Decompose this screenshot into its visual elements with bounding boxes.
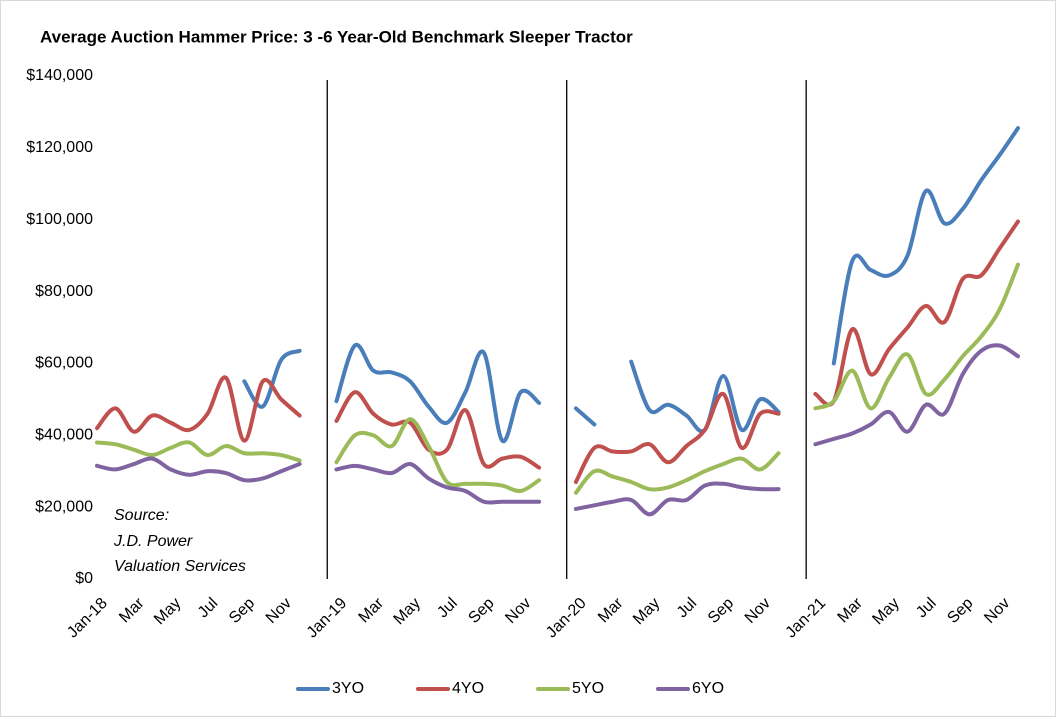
legend-label: 5YO: [572, 680, 604, 697]
series-line: [573, 481, 781, 517]
series-line: [573, 451, 781, 495]
series-line: [573, 406, 597, 427]
y-tick-label: $60,000: [35, 355, 93, 372]
y-tick-label: $40,000: [35, 427, 93, 444]
y-tick-label: $0: [75, 570, 93, 587]
series-line: [573, 391, 781, 484]
chart-title: Average Auction Hammer Price: 3 -6 Year-…: [40, 27, 633, 46]
series-line: [334, 342, 542, 443]
series-line: [831, 126, 1020, 366]
series-line: [813, 219, 1020, 407]
annotation: Source:: [114, 507, 169, 524]
y-tick-label: $20,000: [35, 498, 93, 515]
annotation: Valuation Services: [114, 558, 246, 575]
series-line: [95, 375, 302, 443]
series-line: [95, 440, 302, 463]
series-line: [334, 417, 542, 494]
y-tick-label: $120,000: [26, 139, 93, 156]
legend-label: 6YO: [692, 680, 724, 697]
series-line: [813, 262, 1020, 411]
series-line: [334, 390, 542, 470]
series-line: [334, 462, 542, 505]
legend-label: 3YO: [332, 680, 364, 697]
series-line: [813, 343, 1020, 447]
series-line: [95, 456, 302, 483]
y-tick-label: $80,000: [35, 283, 93, 300]
annotation: J.D. Power: [113, 533, 193, 550]
y-tick-label: $140,000: [26, 67, 93, 84]
legend-label: 4YO: [452, 680, 484, 697]
y-tick-label: $100,000: [26, 211, 93, 228]
